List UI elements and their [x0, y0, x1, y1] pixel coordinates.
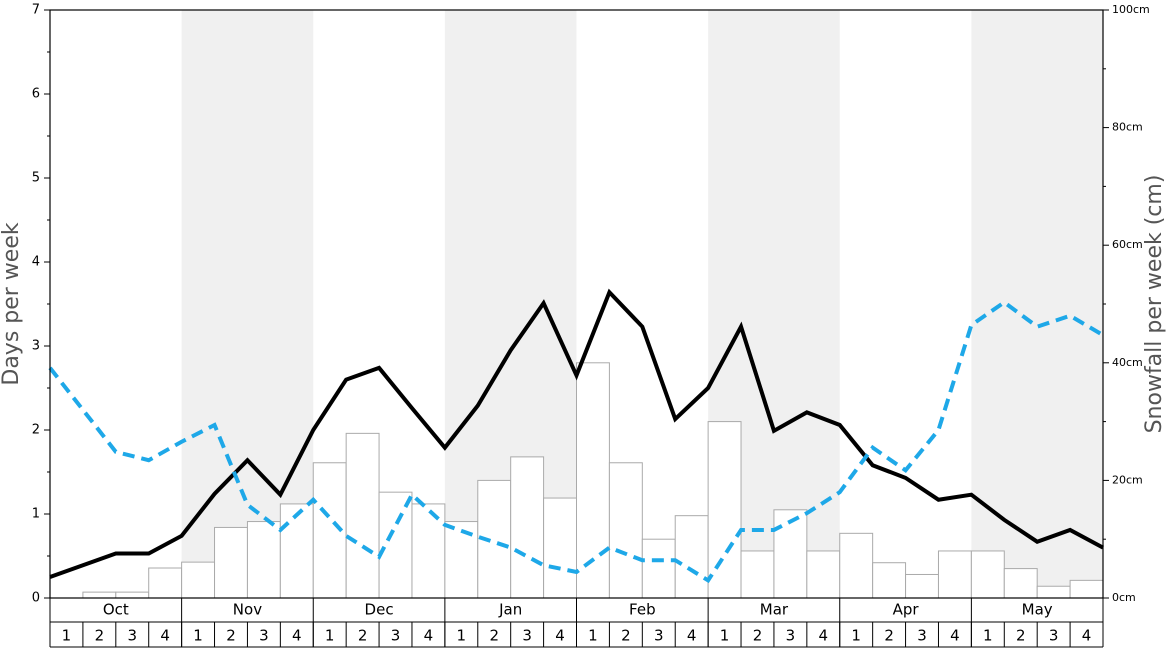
- week-label: 4: [1082, 627, 1092, 645]
- bar: [115, 591, 150, 599]
- y2-tick-label: 100cm: [1112, 3, 1150, 16]
- bar: [148, 567, 183, 599]
- week-label: 4: [160, 627, 170, 645]
- week-label: 4: [819, 627, 829, 645]
- bar: [674, 515, 709, 599]
- bar: [1036, 585, 1071, 599]
- bar: [345, 432, 380, 599]
- x-tick-label: Mar: [760, 601, 789, 619]
- bar: [839, 532, 874, 599]
- week-label: 1: [457, 627, 467, 645]
- bar: [411, 503, 446, 599]
- week-label: 2: [95, 627, 105, 645]
- bar: [279, 503, 314, 599]
- y2-tick-label: 80cm: [1112, 121, 1143, 134]
- y-axis-title: Days per week: [0, 222, 24, 385]
- bar: [246, 521, 281, 599]
- week-label: 2: [1016, 627, 1026, 645]
- week-label: 4: [687, 627, 697, 645]
- week-label: 4: [950, 627, 960, 645]
- line: [49, 288, 1104, 579]
- week-label: 3: [917, 627, 927, 645]
- y2-tick-label: 0cm: [1112, 591, 1136, 604]
- bar: [641, 538, 676, 599]
- bar: [576, 362, 610, 599]
- week-label: 3: [259, 627, 269, 645]
- week-label: 1: [588, 627, 598, 645]
- bar: [937, 550, 972, 599]
- week-label: 1: [983, 627, 993, 645]
- bar: [82, 591, 117, 599]
- week-label: 4: [424, 627, 434, 645]
- x-tick-label: Apr: [893, 601, 920, 619]
- bar: [872, 562, 907, 599]
- x-tick-label: May: [1022, 601, 1053, 619]
- y-tick-label: 2: [32, 423, 40, 438]
- y-tick-label: 0: [32, 591, 40, 606]
- x-tick-label: Nov: [233, 601, 262, 619]
- week-label: 4: [555, 627, 565, 645]
- line: [48, 299, 1105, 584]
- bar: [773, 509, 808, 599]
- bar: [806, 550, 841, 599]
- x-tick-label: Jan: [498, 601, 522, 619]
- y-tick-label: 7: [32, 3, 40, 18]
- bar: [181, 561, 216, 599]
- bar: [740, 550, 775, 599]
- bar: [510, 456, 545, 599]
- y-tick-label: 4: [32, 255, 40, 270]
- week-label: 1: [325, 627, 335, 645]
- bar: [378, 491, 413, 599]
- bar: [543, 497, 577, 599]
- week-label: 2: [358, 627, 368, 645]
- y-tick-label: 5: [32, 171, 40, 186]
- week-label: 3: [786, 627, 796, 645]
- week-label: 1: [851, 627, 861, 645]
- bar: [608, 462, 643, 599]
- week-label: 2: [753, 627, 763, 645]
- bar: [1003, 568, 1038, 599]
- week-label: 2: [621, 627, 631, 645]
- week-label: 1: [720, 627, 730, 645]
- week-label: 2: [226, 627, 236, 645]
- week-label: 1: [62, 627, 72, 645]
- y-tick-label: 1: [32, 507, 40, 522]
- x-tick-label: Oct: [103, 601, 129, 619]
- week-label: 2: [489, 627, 499, 645]
- x-tick-label: Feb: [629, 601, 656, 619]
- bar: [970, 550, 1005, 599]
- bar: [905, 573, 939, 599]
- y2-tick-label: 60cm: [1112, 238, 1143, 251]
- month-shade: [971, 10, 1103, 598]
- y2-tick-label: 40cm: [1112, 356, 1143, 369]
- bar: [1069, 579, 1104, 599]
- month-shade: [181, 10, 314, 598]
- week-label: 3: [391, 627, 401, 645]
- y-tick-label: 6: [32, 87, 40, 102]
- week-label: 4: [292, 627, 302, 645]
- week-label: 1: [193, 627, 203, 645]
- week-label: 3: [654, 627, 664, 645]
- week-label: 3: [127, 627, 137, 645]
- y2-tick-label: 20cm: [1112, 473, 1143, 486]
- week-label: 2: [884, 627, 894, 645]
- y-tick-label: 3: [32, 339, 40, 354]
- y2-axis-title: Snowfall per week (cm): [1142, 175, 1167, 434]
- x-tick-label: Dec: [365, 601, 394, 619]
- bar: [214, 526, 248, 599]
- week-label: 3: [1049, 627, 1059, 645]
- week-label: 3: [522, 627, 532, 645]
- bar: [707, 421, 742, 599]
